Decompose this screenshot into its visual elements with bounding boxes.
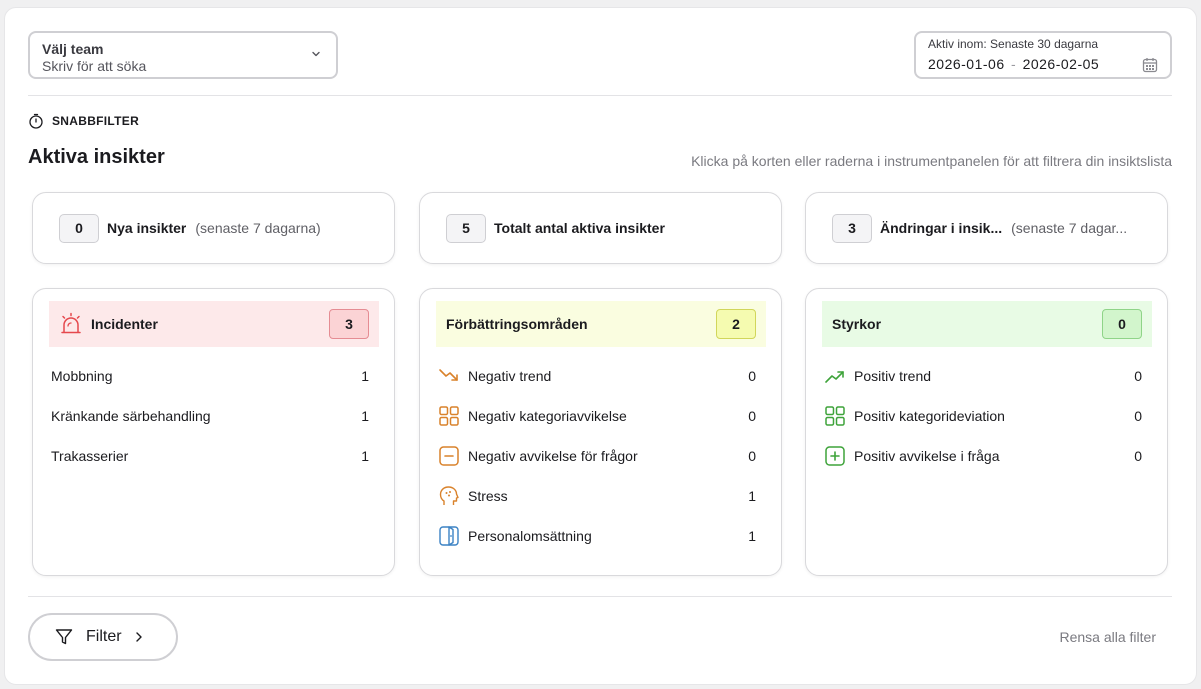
- improvement-row-negative-trend[interactable]: Negativ trend 0: [438, 360, 756, 392]
- summary-count: 5: [446, 213, 486, 243]
- improvement-row-stress[interactable]: Stress 1: [438, 480, 756, 512]
- quick-filter-label: SNABBFILTER: [52, 114, 140, 128]
- funnel-icon: [55, 629, 73, 645]
- page-title: Aktiva insikter: [28, 146, 165, 168]
- filter-button[interactable]: Filter: [28, 613, 178, 661]
- footer-divider: [28, 596, 1172, 597]
- trend-down-icon: [439, 369, 458, 381]
- date-separator: -: [1011, 56, 1017, 72]
- team-select-label: Välj team: [42, 41, 104, 57]
- row-value: 0: [1134, 408, 1142, 424]
- row-value: 1: [361, 448, 369, 464]
- row-label: Negativ avvikelse för frågor: [468, 448, 638, 464]
- incidents-title: Incidenter: [91, 316, 158, 332]
- strength-row-positive-category[interactable]: Positiv kategorideviation 0: [824, 400, 1142, 432]
- incident-row-offensive-treatment[interactable]: Kränkande särbehandling 1: [51, 400, 369, 432]
- instructions-hint: Klicka på korten eller raderna i instrum…: [691, 153, 1172, 169]
- strength-row-positive-trend[interactable]: Positiv trend 0: [824, 360, 1142, 392]
- improvements-header[interactable]: Förbättringsområden 2: [436, 301, 766, 347]
- row-value: 1: [361, 368, 369, 384]
- siren-icon: [61, 312, 81, 334]
- row-value: 1: [748, 488, 756, 504]
- stopwatch-icon: [29, 113, 43, 129]
- improvements-card: Förbättringsområden 2 Negativ trend 0 Ne…: [419, 288, 782, 576]
- summary-title: Nya insikter: [107, 220, 187, 236]
- row-label: Positiv trend: [854, 368, 932, 384]
- summary-count: 3: [832, 213, 872, 243]
- clear-all-filters-link[interactable]: Rensa alla filter: [1059, 629, 1157, 645]
- chevron-right-icon: [135, 632, 142, 642]
- plus-square-icon: [825, 446, 845, 466]
- row-label: Personalomsättning: [468, 528, 592, 544]
- row-value: 1: [748, 528, 756, 544]
- strengths-count-badge: 0: [1102, 309, 1142, 339]
- filter-button-label: Filter: [86, 628, 122, 645]
- row-label: Positiv kategorideviation: [854, 408, 1005, 424]
- summary-subtitle: (senaste 7 dagar...: [1011, 220, 1128, 236]
- summary-card-new-insights[interactable]: 0 Nya insikter (senaste 7 dagarna): [32, 192, 395, 264]
- row-label: Positiv avvikelse i fråga: [854, 448, 1000, 464]
- chevron-down-icon: [312, 51, 320, 57]
- row-value: 0: [748, 408, 756, 424]
- strengths-header[interactable]: Styrkor 0: [822, 301, 1152, 347]
- summary-count: 0: [59, 213, 99, 243]
- row-value: 1: [361, 408, 369, 424]
- summary-subtitle: (senaste 7 dagarna): [195, 220, 321, 236]
- head-icon: [439, 486, 459, 505]
- category-icon: [825, 406, 845, 426]
- quick-filter-toggle[interactable]: SNABBFILTER: [28, 112, 139, 130]
- incidents-header[interactable]: Incidenter 3: [49, 301, 379, 347]
- row-label: Trakasserier: [51, 448, 129, 464]
- row-label: Kränkande särbehandling: [51, 408, 211, 424]
- summary-card-changes[interactable]: 3 Ändringar i insik... (senaste 7 dagar.…: [805, 192, 1168, 264]
- incidents-count-badge: 3: [329, 309, 369, 339]
- team-select[interactable]: Välj team Skriv för att söka: [28, 31, 338, 79]
- calendar-icon[interactable]: [1142, 57, 1158, 73]
- summary-title: Ändringar i insik...: [880, 220, 1003, 236]
- door-icon: [439, 526, 459, 546]
- minus-square-icon: [439, 446, 459, 466]
- date-range-label: Aktiv inom: Senaste 30 dagarna: [928, 37, 1099, 51]
- row-label: Stress: [468, 488, 508, 504]
- category-icon: [439, 406, 459, 426]
- summary-title: Totalt antal aktiva insikter: [494, 220, 665, 236]
- header-divider: [28, 95, 1172, 96]
- improvements-count-badge: 2: [716, 309, 756, 339]
- row-value: 0: [748, 448, 756, 464]
- incident-row-bullying[interactable]: Mobbning 1: [51, 360, 369, 392]
- incidents-card: Incidenter 3 Mobbning 1 Kränkande särbeh…: [32, 288, 395, 576]
- strengths-title: Styrkor: [832, 316, 882, 332]
- row-value: 0: [748, 368, 756, 384]
- improvement-row-turnover[interactable]: Personalomsättning 1: [438, 520, 756, 552]
- team-search-placeholder[interactable]: Skriv för att söka: [42, 58, 147, 74]
- improvement-row-negative-question[interactable]: Negativ avvikelse för frågor 0: [438, 440, 756, 472]
- date-start-input[interactable]: 2026-01-06: [928, 56, 1005, 72]
- strength-row-positive-question[interactable]: Positiv avvikelse i fråga 0: [824, 440, 1142, 472]
- improvements-title: Förbättringsområden: [446, 316, 588, 332]
- row-label: Mobbning: [51, 368, 113, 384]
- row-value: 0: [1134, 448, 1142, 464]
- date-range-picker[interactable]: Aktiv inom: Senaste 30 dagarna 2026-01-0…: [914, 31, 1172, 79]
- row-label: Negativ kategoriavvikelse: [468, 408, 627, 424]
- row-label: Negativ trend: [468, 368, 552, 384]
- row-value: 0: [1134, 368, 1142, 384]
- trend-up-icon: [825, 371, 844, 383]
- summary-card-total-active[interactable]: 5 Totalt antal aktiva insikter: [419, 192, 782, 264]
- improvement-row-negative-category[interactable]: Negativ kategoriavvikelse 0: [438, 400, 756, 432]
- strengths-card: Styrkor 0 Positiv trend 0 Positiv katego…: [805, 288, 1168, 576]
- date-end-input[interactable]: 2026-02-05: [1022, 56, 1100, 72]
- date-range-values: 2026-01-06 - 2026-02-05: [928, 56, 1099, 72]
- incident-row-harassment[interactable]: Trakasserier 1: [51, 440, 369, 472]
